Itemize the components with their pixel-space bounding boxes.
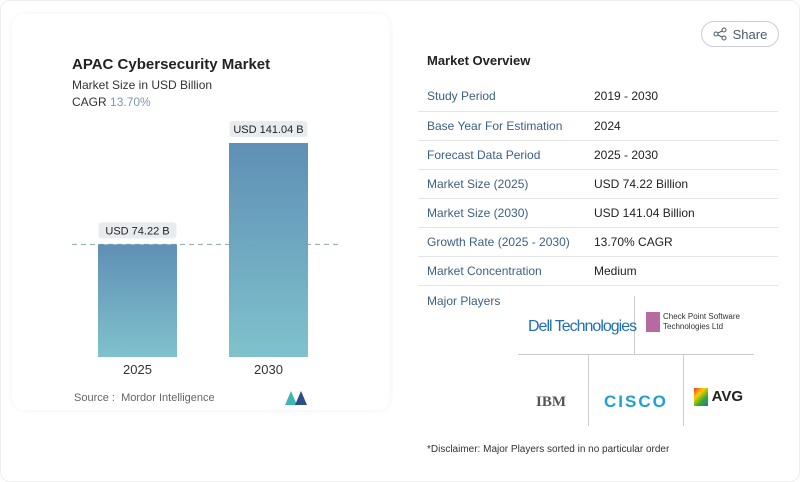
overview-row: Base Year For Estimation 2024 xyxy=(418,111,778,141)
source-label: Source : xyxy=(74,392,115,404)
overview-key: Forecast Data Period xyxy=(418,140,585,170)
overview-value: 2025 - 2030 xyxy=(585,140,778,170)
overview-value: Medium xyxy=(585,256,778,286)
overview-key: Study Period xyxy=(418,82,585,112)
overview-key: Market Concentration xyxy=(418,256,585,286)
overview-value: 2024 xyxy=(585,111,778,141)
overview-row: Market Concentration Medium xyxy=(418,256,778,286)
x-tick-label: 2025 xyxy=(123,362,152,377)
overview-row: Market Size (2030) USD 141.04 Billion xyxy=(418,198,778,228)
share-icon xyxy=(713,27,727,41)
player-logo-cisco: CISCO xyxy=(604,392,668,411)
overview-value: USD 141.04 Billion xyxy=(585,198,778,228)
player-logo-dell: Dell Technologies xyxy=(528,318,637,335)
chart-title: APAC Cybersecurity Market xyxy=(72,56,271,73)
chart-subtitle: Market Size in USD Billion xyxy=(72,78,213,92)
mordor-logo-icon xyxy=(285,391,307,405)
cagr-value: 13.70% xyxy=(110,95,151,109)
bar-2025 xyxy=(98,244,177,357)
overview-value: 2019 - 2030 xyxy=(585,82,778,112)
player-logo-checkpoint: Check Point Software Technologies Ltd xyxy=(646,312,752,332)
disclaimer: *Disclaimer: Major Players sorted in no … xyxy=(427,444,670,455)
overview-key: Market Size (2030) xyxy=(418,198,585,228)
cagr: CAGR 13.70% xyxy=(72,95,151,109)
x-tick-label: 2030 xyxy=(254,362,283,377)
chart-card xyxy=(12,14,390,410)
overview-row: Forecast Data Period 2025 - 2030 xyxy=(418,140,778,170)
overview-key: Growth Rate (2025 - 2030) xyxy=(418,227,585,257)
share-button[interactable]: Share xyxy=(701,21,779,47)
overview-title: Market Overview xyxy=(427,53,531,68)
data-label: USD 74.22 B xyxy=(105,225,169,237)
cagr-label: CAGR xyxy=(72,95,107,109)
player-logo-ibm: IBM xyxy=(536,394,566,410)
player-logo-avg: AVG xyxy=(694,388,743,407)
major-players-label: Major Players xyxy=(427,294,501,308)
source: Source : Mordor Intelligence xyxy=(74,392,215,404)
overview-key: Market Size (2025) xyxy=(418,169,585,199)
overview-value: 13.70% CAGR xyxy=(585,227,778,257)
overview-key: Base Year For Estimation xyxy=(418,111,585,141)
overview-row: Growth Rate (2025 - 2030) 13.70% CAGR xyxy=(418,227,778,257)
overview-value: USD 74.22 Billion xyxy=(585,169,778,199)
players-grid: Dell Technologies Check Point Software T… xyxy=(518,296,754,426)
data-label-bg xyxy=(229,121,308,137)
overview-table: Study Period 2019 - 2030 Base Year For Est… xyxy=(418,82,778,286)
data-label: USD 141.04 B xyxy=(233,124,303,136)
bar-2030 xyxy=(229,143,308,357)
share-label: Share xyxy=(732,26,768,42)
overview-row: Market Size (2025) USD 74.22 Billion xyxy=(418,169,778,199)
source-value: Mordor Intelligence xyxy=(121,392,215,404)
overview-row: Study Period 2019 - 2030 xyxy=(418,82,778,112)
data-label-bg xyxy=(98,222,177,239)
bar-chart: USD 74.22 B 2025 USD 141.04 B 2030 xyxy=(72,121,338,377)
